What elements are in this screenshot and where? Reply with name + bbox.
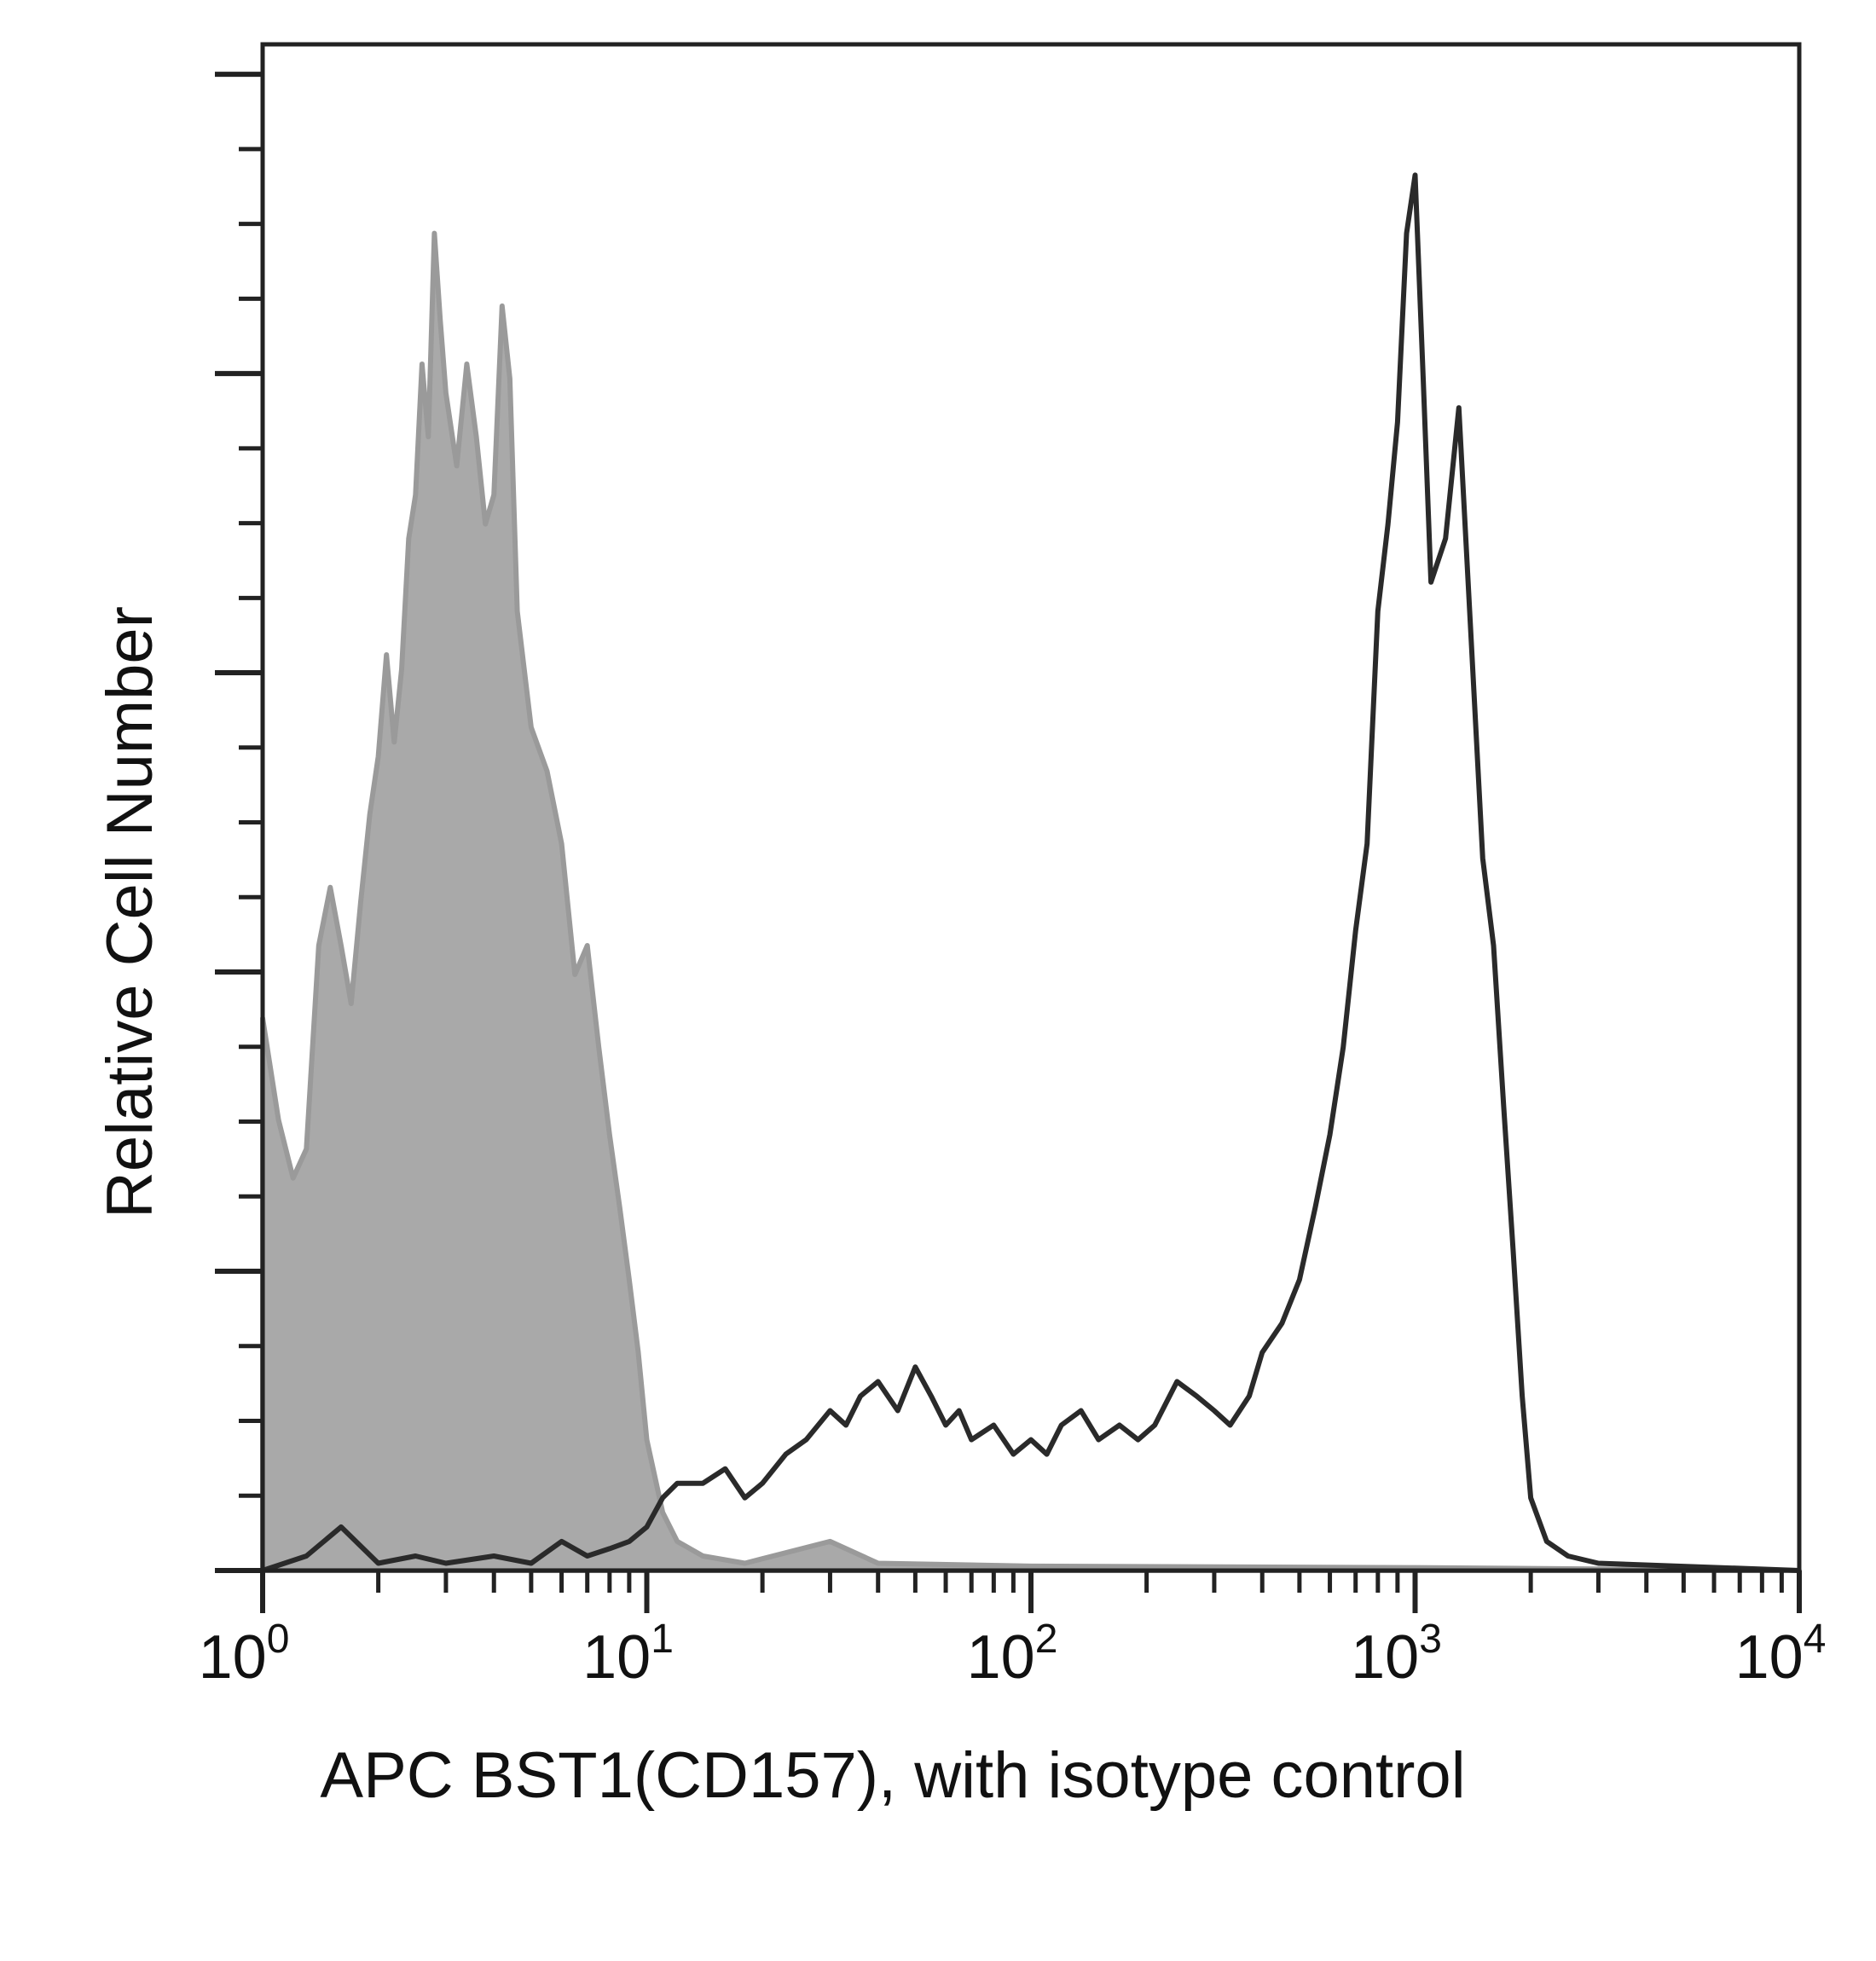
series-layer	[260, 172, 1802, 1573]
x-tick-label-base: 10	[1351, 1623, 1419, 1692]
x-tick-label-base: 10	[582, 1623, 651, 1692]
series-1-stained-line	[262, 172, 1800, 1573]
x-tick-label: 104	[1735, 1617, 1827, 1692]
x-tick-label-base: 10	[967, 1623, 1035, 1692]
x-tick-label: 101	[582, 1617, 674, 1692]
axes-layer	[215, 42, 1802, 1613]
x-tick-label-base: 10	[199, 1623, 267, 1692]
x-tick-label: 100	[199, 1617, 290, 1692]
x-tick-label-exponent: 0	[267, 1617, 290, 1662]
x-tick-label: 103	[1351, 1617, 1442, 1692]
x-tick-label-exponent: 1	[651, 1617, 674, 1662]
x-axis-title: APC BST1(CD157), with isotype control	[320, 1739, 1465, 1812]
x-tick-label-exponent: 3	[1419, 1617, 1442, 1662]
x-tick-label-exponent: 4	[1804, 1617, 1827, 1662]
x-tick-label: 102	[967, 1617, 1058, 1692]
series-0-isotype-control-area	[260, 230, 1802, 1573]
x-tick-label-exponent: 2	[1035, 1617, 1058, 1662]
y-axis-title: Relative Cell Number	[94, 606, 166, 1218]
labels-layer: Relative Cell Number APC BST1(CD157), wi…	[94, 606, 1826, 1812]
x-tick-label-base: 10	[1735, 1623, 1804, 1692]
